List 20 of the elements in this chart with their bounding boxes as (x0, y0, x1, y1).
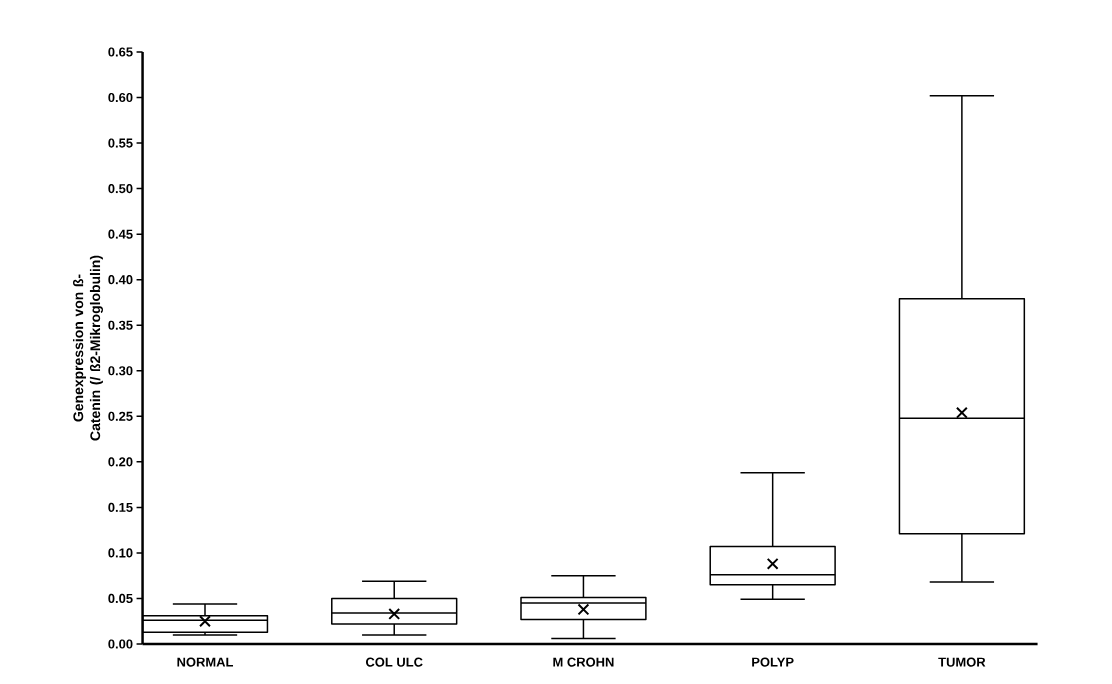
x-tick-label: TUMOR (938, 657, 986, 667)
y-tick-label: 0.35 (108, 320, 133, 330)
y-tick-label: 0.30 (108, 366, 133, 376)
y-tick-label: 0.50 (108, 184, 133, 194)
y-tick-label: 0.65 (108, 47, 133, 57)
x-tick-label: COL ULC (365, 657, 423, 667)
y-tick-label: 0.25 (108, 411, 133, 421)
y-tick-label: 0.15 (108, 502, 133, 512)
y-tick-label: 0.45 (108, 229, 133, 239)
y-tick-label: 0.55 (108, 138, 133, 148)
y-tick-label: 0.20 (108, 457, 133, 467)
x-tick-label: NORMAL (177, 657, 234, 667)
x-tick-label: POLYP (752, 657, 794, 667)
y-tick-label: 0.60 (108, 92, 133, 103)
x-tick-label: M CROHN (553, 657, 614, 667)
y-tick-label: 0.40 (108, 275, 133, 285)
y-axis-title: Genexpression von ß-Catenin (/ ß2-Mikroglobulin) (72, 255, 103, 441)
y-tick-label: 0.00 (108, 639, 133, 649)
y-tick-label: 0.10 (108, 548, 133, 558)
y-tick-label: 0.05 (108, 593, 133, 604)
